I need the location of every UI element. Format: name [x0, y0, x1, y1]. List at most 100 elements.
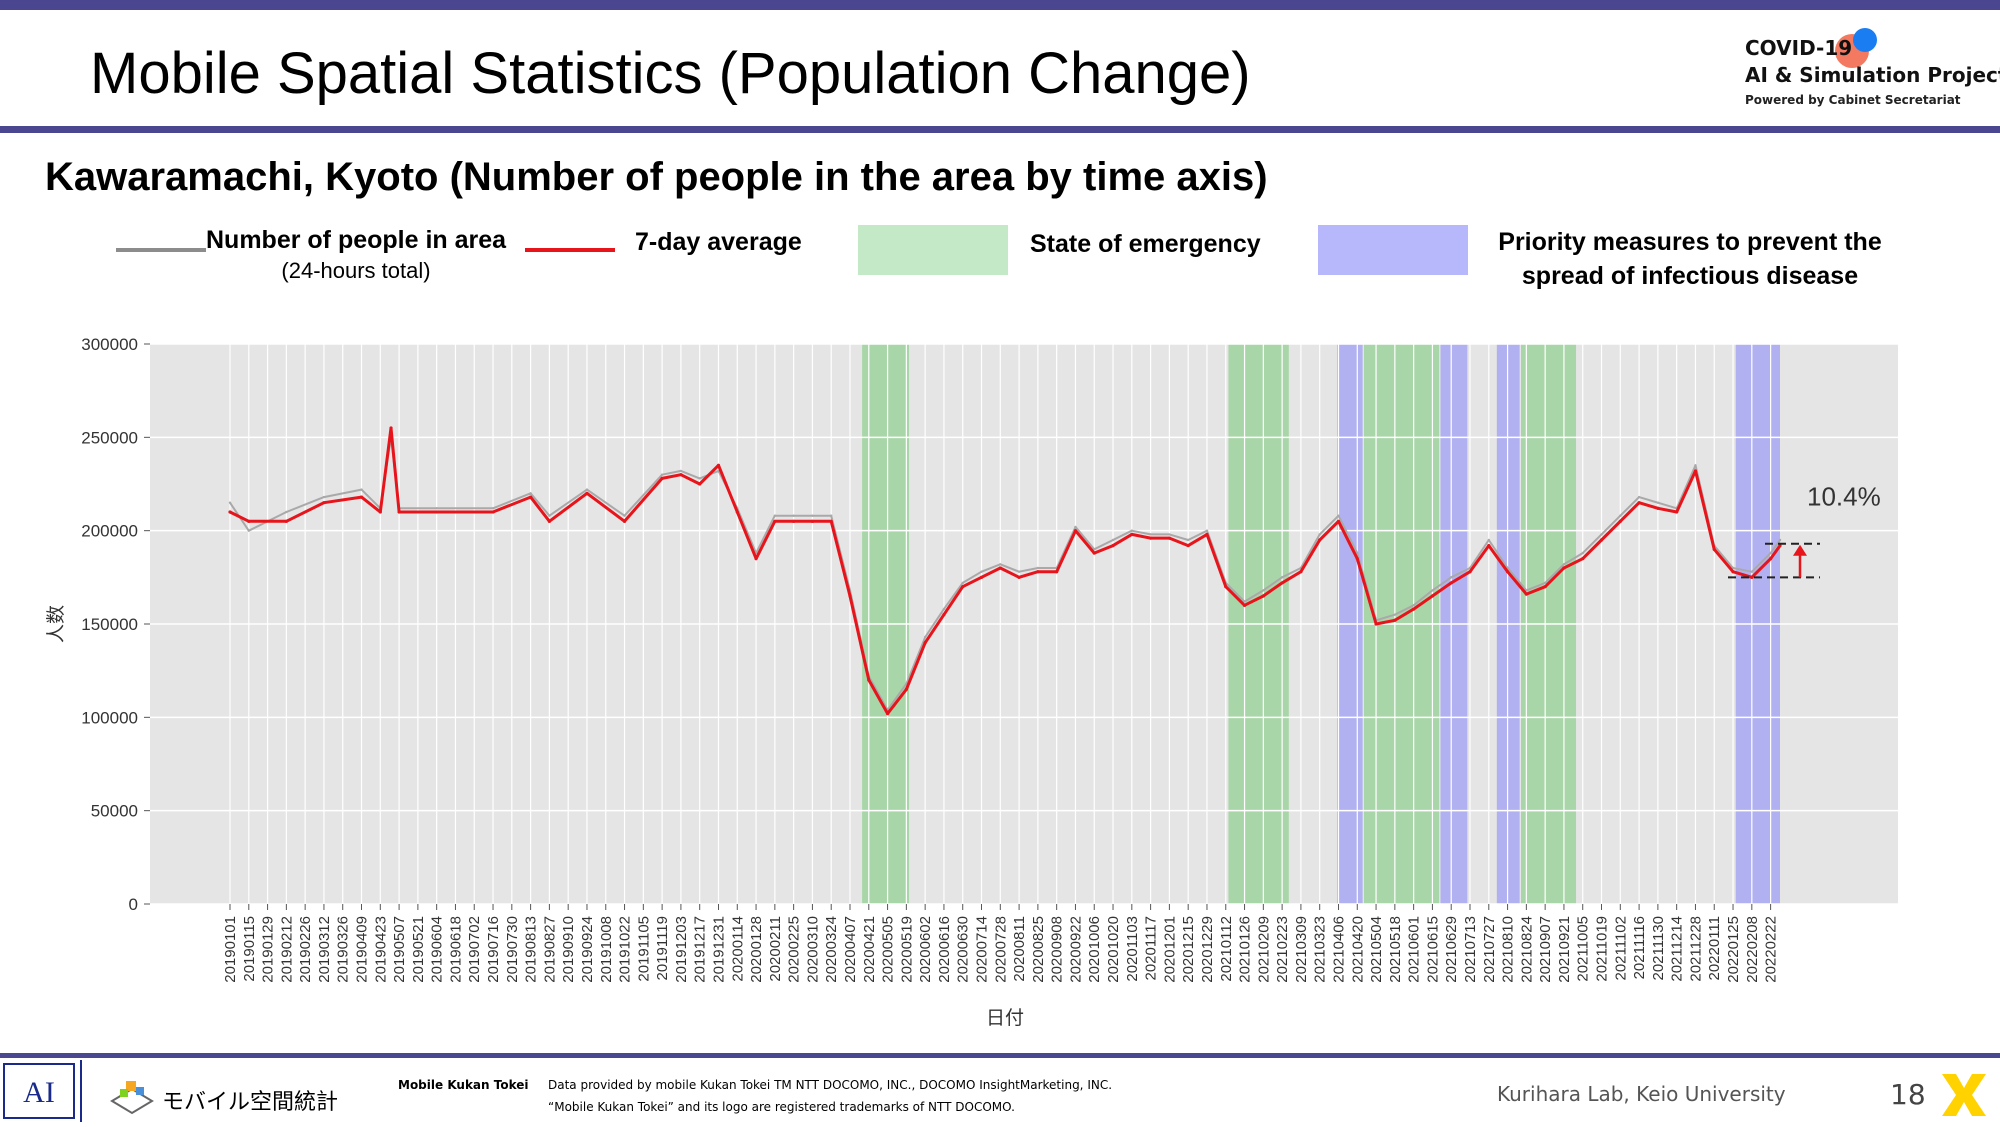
x-tick-label: 20200310 — [804, 916, 821, 983]
point-daily-count — [1412, 604, 1415, 607]
point-7day-average — [1017, 575, 1021, 579]
point-7day-average — [585, 491, 589, 495]
attribution: Kurihara Lab, Keio University — [1497, 1082, 1786, 1106]
point-7day-average — [228, 510, 232, 514]
x-tick-label: 20200922 — [1067, 916, 1084, 983]
point-daily-count — [1093, 548, 1096, 551]
x-tick-label: 20200211 — [767, 916, 784, 982]
y-tick-label: 150000 — [81, 615, 138, 634]
annotation-arrow-head — [1793, 544, 1807, 556]
x-tick-label: 20191008 — [598, 916, 615, 983]
point-daily-count — [1130, 529, 1134, 532]
y-tick-label: 0 — [129, 895, 138, 914]
x-tick-label: 20200421 — [861, 916, 878, 983]
x-tick-label: 20200407 — [842, 916, 859, 983]
legend-daily-swatch — [116, 248, 206, 252]
point-daily-count — [1036, 566, 1040, 570]
page-number: 18 — [1890, 1078, 1926, 1111]
x-tick-label: 20191105 — [635, 916, 652, 982]
point-daily-count — [1205, 529, 1209, 532]
x-tick-label: 20190730 — [504, 916, 521, 983]
point-daily-count — [1356, 551, 1359, 555]
point-daily-count — [1543, 581, 1547, 585]
x-tick-label: 20200908 — [1049, 916, 1066, 983]
x-tick-label: 20210309 — [1293, 916, 1310, 983]
point-daily-count — [585, 488, 589, 491]
point-7day-average — [1111, 544, 1115, 548]
x-tick-label: 20201229 — [1199, 916, 1216, 983]
point-7day-average — [1167, 536, 1171, 540]
point-7day-average — [1318, 538, 1322, 542]
chart-subtitle: Kawaramachi, Kyoto (Number of people in … — [45, 155, 1268, 199]
point-7day-average — [1336, 519, 1341, 523]
point-7day-average — [810, 519, 815, 523]
x-tick-label: 20210713 — [1462, 916, 1479, 983]
brand-jp: モバイル空間統計 — [162, 1090, 339, 1115]
legend-priority-label-1: Priority measures to prevent the — [1498, 228, 1882, 256]
point-7day-average — [1524, 592, 1528, 596]
x-tick-label: 20210921 — [1556, 916, 1573, 983]
point-7day-average — [679, 473, 683, 477]
point-7day-average — [1712, 547, 1716, 551]
x-tick-label: 20211005 — [1575, 916, 1592, 982]
x-tick-label: 20190101 — [222, 916, 239, 983]
x-tick-label: 20190326 — [335, 916, 352, 983]
x-tick-label: 20190115 — [241, 916, 258, 982]
point-daily-count — [1149, 533, 1152, 536]
x-tick-label: 20200225 — [786, 916, 803, 983]
top-accent-bar — [0, 0, 2000, 10]
point-daily-count — [942, 607, 946, 611]
x-tick-label: 20190702 — [466, 916, 483, 983]
point-daily-count — [923, 635, 927, 639]
point-daily-count — [322, 495, 326, 499]
point-7day-average — [1581, 557, 1585, 561]
point-daily-count — [961, 581, 964, 585]
x-tick-label: 20210504 — [1368, 916, 1385, 983]
point-daily-count — [435, 507, 438, 510]
point-7day-average — [1731, 570, 1735, 574]
point-7day-average — [698, 482, 702, 486]
point-7day-average — [1449, 581, 1453, 585]
x-tick-label: 20190827 — [541, 916, 558, 983]
point-daily-count — [1337, 514, 1340, 517]
point-7day-average — [1769, 557, 1773, 561]
y-tick-label: 200000 — [81, 522, 138, 541]
legend-emergency-swatch — [858, 225, 1008, 275]
point-7day-average — [491, 510, 495, 514]
x-tick-label: 20211116 — [1631, 916, 1648, 979]
point-daily-count — [529, 492, 532, 495]
point-7day-average — [1430, 594, 1435, 598]
x-tick-label: 20211228 — [1687, 916, 1704, 982]
point-7day-average — [1186, 544, 1190, 548]
point-daily-count — [773, 514, 777, 517]
annotation-percent-label: 10.4% — [1807, 482, 1881, 512]
point-daily-count — [1778, 538, 1782, 542]
x-tick-label: 20200811 — [1011, 916, 1028, 982]
logo-blue-dot — [1853, 28, 1877, 52]
point-daily-count — [1769, 551, 1772, 555]
x-tick-label: 20210420 — [1349, 916, 1366, 983]
point-daily-count — [1186, 538, 1190, 542]
point-7day-average — [961, 585, 965, 589]
point-7day-average — [1149, 536, 1153, 540]
point-7day-average — [923, 641, 927, 645]
point-daily-count — [1731, 566, 1735, 570]
point-7day-average — [1693, 469, 1698, 473]
point-7day-average — [1412, 607, 1416, 611]
legend-emergency-label: State of emergency — [1030, 230, 1261, 258]
x-tick-label: 20211019 — [1594, 916, 1611, 982]
point-7day-average — [1505, 570, 1510, 574]
point-daily-count — [1431, 589, 1434, 592]
x-tick-label: 20200825 — [1030, 916, 1047, 983]
x-tick-label: 20210727 — [1481, 916, 1498, 983]
point-7day-average — [848, 594, 852, 598]
point-daily-count — [1280, 576, 1284, 579]
point-daily-count — [1017, 570, 1021, 573]
point-daily-count — [623, 514, 626, 517]
point-7day-average — [998, 566, 1002, 570]
x-tick-label: 20200728 — [992, 916, 1009, 983]
legend-priority-swatch — [1318, 225, 1468, 275]
point-7day-average — [1299, 570, 1303, 574]
point-7day-average — [1073, 529, 1078, 533]
footer-note-1: Data provided by mobile Kukan Tokei TM N… — [548, 1078, 1113, 1092]
